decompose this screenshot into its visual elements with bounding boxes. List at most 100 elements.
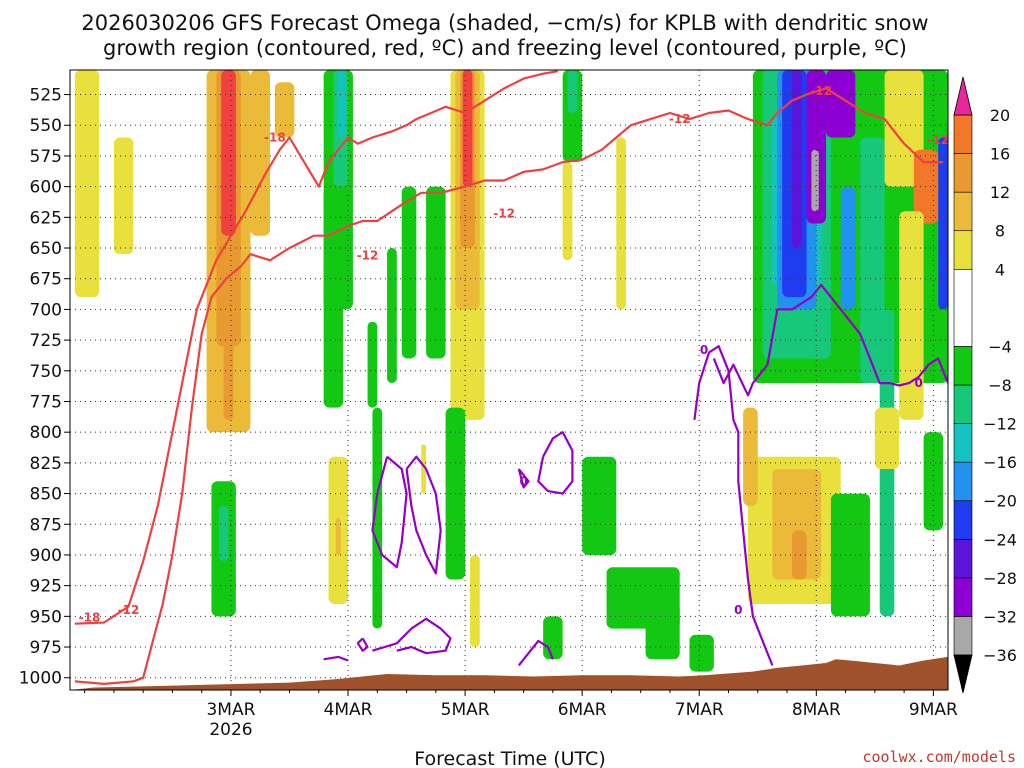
colorbar-bin--16-to--12 — [953, 423, 973, 463]
y-tick-label-950: 950 — [30, 607, 62, 627]
y-tick-label-675: 675 — [30, 270, 62, 290]
colorbar-label-3: 8 — [995, 222, 1005, 241]
title-line-1: 2026030206 GFS Forecast Omega (shaded, −… — [81, 11, 928, 35]
colorbar-label-7: −12 — [983, 415, 1017, 434]
omega-cell-16 — [367, 321, 378, 408]
colorbar-label-1: 16 — [990, 145, 1010, 164]
freezing-contour-3 — [517, 468, 530, 489]
colorbar-top-arrow — [953, 76, 973, 116]
colorbar-bin-8-to-12 — [953, 191, 973, 232]
y-tick-label-550: 550 — [30, 116, 62, 136]
colorbar-bin--4-to-4 — [953, 268, 973, 347]
x-tick-label-6MAR: 6MAR — [558, 700, 607, 720]
omega-cell-12 — [338, 70, 346, 138]
y-tick-label-575: 575 — [30, 147, 62, 167]
omega-cell-13 — [323, 186, 344, 408]
x-tick-label-7MAR: 7MAR — [675, 700, 724, 720]
colorbar-label-2: 12 — [990, 183, 1010, 202]
omega-cell-29 — [567, 70, 578, 113]
x-tick-label-5MAR: 5MAR — [441, 700, 490, 720]
omega-cell-45 — [826, 70, 856, 138]
omega-cell-36 — [689, 634, 714, 672]
dgz-contour-label-6: -12 — [810, 84, 832, 98]
freezing-contour-5 — [405, 455, 442, 575]
x-tick-label-4MAR: 4MAR — [324, 700, 373, 720]
colorbar-label-9: −20 — [983, 492, 1017, 511]
colorbar: 20 16 12 8 4 −4 −8 −12 −16 −20 −24 −28 −32 −36 — [953, 76, 1017, 694]
omega-cell-42 — [791, 70, 802, 249]
omega-cell-56 — [743, 407, 758, 506]
freezing-contour-9 — [372, 617, 452, 655]
y-tick-label-1000: 1000 — [19, 669, 62, 689]
omega-cell-35 — [606, 567, 680, 629]
colorbar-bin--20-to--16 — [953, 461, 973, 502]
omega-cell-51 — [938, 137, 948, 310]
omega-cell-27 — [469, 554, 480, 648]
omega-cell-44 — [811, 149, 819, 212]
y-tick-label-525: 525 — [30, 86, 62, 106]
terrain-layer — [70, 656, 948, 690]
freezing-contour-label-0: 0 — [700, 343, 708, 357]
omega-cell-55 — [791, 530, 807, 580]
omega-cell-59 — [923, 432, 944, 531]
colorbar-label-13: −36 — [983, 646, 1017, 665]
omega-cell-25 — [426, 186, 446, 359]
colorbar-bottom-arrow — [953, 654, 973, 694]
freezing-contour-layer: 0 0 0 0 — [323, 283, 948, 667]
y-axis: 525 550 575 600 625 650 675 700 725 750 775 800 825 8… — [19, 86, 70, 689]
omega-cell-15 — [335, 518, 341, 555]
omega-cell-46 — [840, 186, 856, 310]
omega-cell-5 — [223, 309, 234, 420]
freezing-contour-1 — [712, 283, 948, 397]
omega-cell-4 — [221, 70, 236, 236]
x-tick-sublabel-3MAR: 2026 — [209, 720, 252, 740]
colorbar-label-0: 20 — [990, 106, 1010, 125]
omega-shading-layer — [74, 70, 948, 672]
credit-text: coolwx.com/models — [862, 748, 1016, 766]
freezing-contour-label-3: 0 — [519, 474, 527, 488]
colorbar-bin-12-to-16 — [953, 153, 973, 193]
omega-cell-1 — [113, 137, 134, 255]
x-tick-label-9MAR: 9MAR — [909, 700, 958, 720]
freezing-contour-8 — [356, 637, 369, 652]
colorbar-bin-4-to-8 — [953, 230, 973, 270]
x-tick-label-3MAR: 3MAR — [206, 700, 255, 720]
colorbar-label-5: −4 — [988, 337, 1012, 356]
y-tick-label-625: 625 — [30, 208, 62, 228]
omega-cell-47 — [860, 137, 885, 384]
freezing-contour-6 — [537, 431, 574, 495]
omega-cell-0 — [74, 70, 100, 298]
y-tick-label-925: 925 — [30, 577, 62, 597]
freezing-contour-label-1: 0 — [734, 603, 742, 617]
freezing-contour-10 — [517, 639, 554, 667]
omega-cell-33 — [543, 616, 563, 660]
dgz-contour-0 — [74, 70, 558, 625]
y-tick-label-775: 775 — [30, 392, 62, 412]
x-axis-label: Forecast Time (UTC) — [414, 748, 605, 768]
omega-cell-18 — [401, 186, 417, 359]
y-tick-label-600: 600 — [30, 178, 62, 198]
dgz-contour-label-7: -12 — [927, 133, 949, 147]
omega-cell-20 — [421, 444, 427, 494]
colorbar-label-8: −16 — [983, 453, 1017, 472]
omega-cell-52 — [899, 211, 924, 420]
colorbar-label-11: −28 — [983, 569, 1017, 588]
y-tick-label-875: 875 — [30, 515, 62, 535]
dgz-contour-label-4: -12 — [493, 207, 515, 221]
dgz-contour-label-0: -18 — [264, 131, 286, 145]
freezing-contour-0 — [693, 345, 774, 666]
y-tick-label-825: 825 — [30, 454, 62, 474]
freezing-contour-4 — [371, 455, 408, 569]
y-tick-label-850: 850 — [30, 485, 62, 505]
dgz-contour-label-3: -12 — [357, 248, 379, 262]
omega-cell-19 — [372, 407, 383, 629]
y-tick-label-750: 750 — [30, 362, 62, 382]
terrain-fill — [70, 656, 948, 690]
y-tick-label-700: 700 — [30, 300, 62, 320]
y-tick-label-900: 900 — [30, 546, 62, 566]
plot-frame — [69, 69, 949, 691]
freezing-contour-7 — [323, 655, 349, 662]
title-line-2: growth region (contoured, red, ºC) and f… — [103, 36, 907, 60]
